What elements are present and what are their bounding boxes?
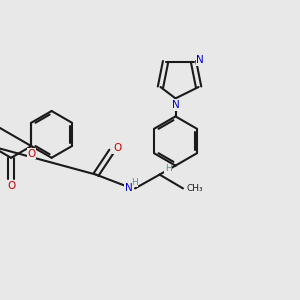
Text: N: N: [196, 55, 204, 65]
Text: O: O: [7, 181, 15, 191]
Text: H: H: [131, 178, 138, 187]
Text: CH₃: CH₃: [186, 184, 203, 193]
Text: O: O: [27, 148, 35, 159]
Text: O: O: [113, 143, 121, 153]
Text: N: N: [124, 183, 132, 194]
Text: N: N: [172, 100, 179, 110]
Text: H: H: [165, 164, 171, 173]
